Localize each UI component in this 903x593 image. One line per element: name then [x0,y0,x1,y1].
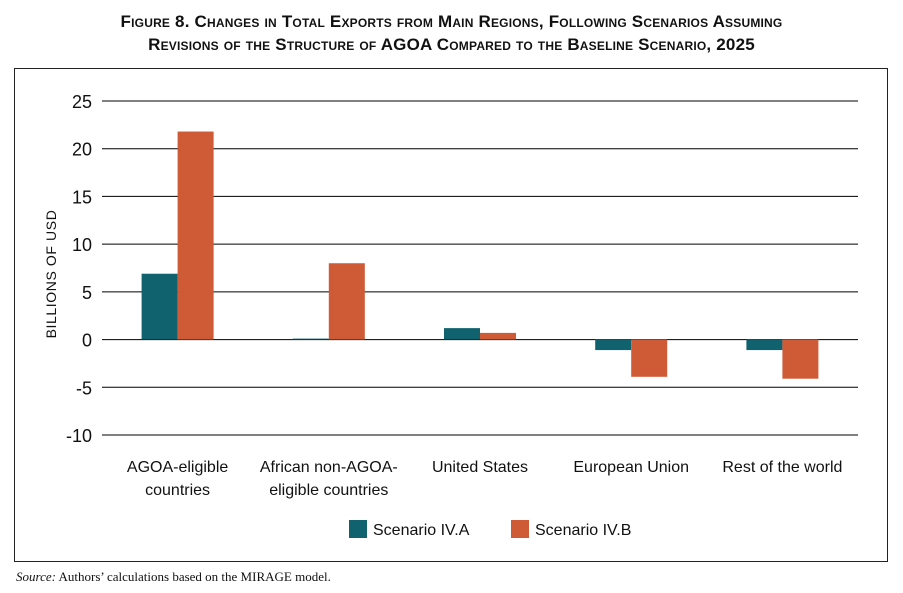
bars [141,131,819,379]
y-tick-label: 10 [72,235,92,255]
bar-scenario-a [595,339,632,351]
chart-frame [14,68,888,562]
y-tick-label: 0 [82,331,92,351]
y-tick-label: 20 [72,140,92,160]
legend-swatch-scenario-b [511,520,529,538]
legend-label: Scenario IV.B [535,522,631,539]
bar-scenario-b [328,263,365,340]
y-axis-label: BILLIONS OF USD [43,210,59,339]
category-label: African non-AGOA-eligible countries [260,459,398,499]
category-label: European Union [573,459,689,476]
y-tick-labels: 25 20 15 10 5 0 -5 -10 [66,92,92,446]
figure-title: Figure 8. Changes in Total Exports from … [0,10,903,56]
category-label: AGOA-eligible countries [127,459,228,499]
bar-scenario-a [746,339,783,351]
legend-label: Scenario IV.A [373,522,470,539]
legend: Scenario IV.A Scenario IV.B [349,520,631,539]
bar-chart: 25 20 15 10 5 0 -5 -10 AGOA-eligible countries Af… [43,92,858,539]
gridlines [102,100,858,436]
bar-scenario-a [444,328,480,340]
y-tick-label: -10 [66,426,92,446]
y-tick-label: -5 [76,378,92,398]
bar-scenario-b [631,339,668,377]
y-tick-label: 5 [82,283,92,303]
y-tick-label: 15 [72,187,92,207]
bar-scenario-b [177,131,214,340]
y-tick-label: 25 [72,92,92,112]
category-labels: AGOA-eligible countries African non-AGOA-e… [127,459,843,499]
figure-title-line-2: Revisions of the Structure of AGOA Compa… [148,35,755,54]
bar-scenario-b [782,339,819,379]
category-label: Rest of the world [722,459,842,476]
figure-title-line-1: Figure 8. Changes in Total Exports from … [120,12,783,31]
bar-scenario-a [292,338,329,340]
legend-swatch-scenario-a [349,520,367,538]
source-text: Authors’ calculations based on the MIRAG… [55,569,331,584]
bar-scenario-a [141,273,178,340]
source-note: Source: Authors’ calculations based on t… [16,569,331,585]
category-label: United States [432,459,528,476]
bar-scenario-b [480,332,516,340]
source-label: Source: [16,569,56,584]
